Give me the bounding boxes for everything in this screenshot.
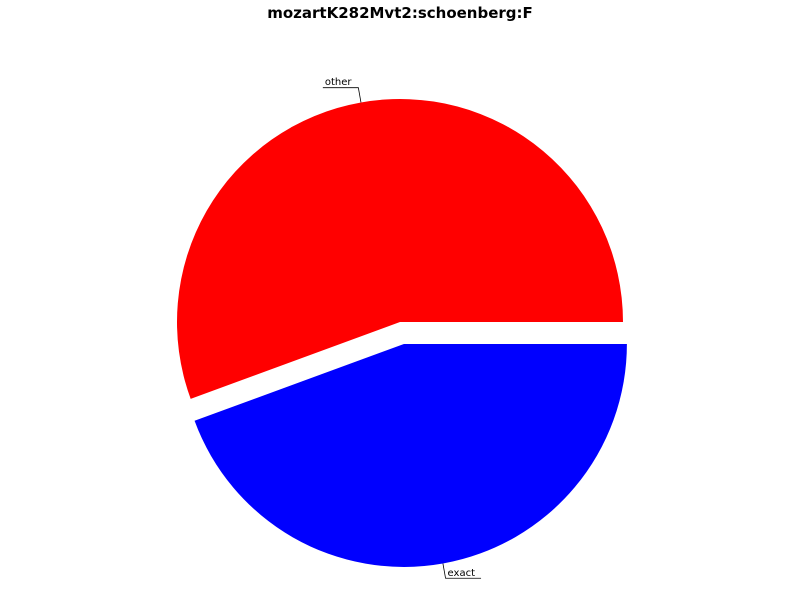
slice-label-exact: exact	[448, 568, 476, 579]
leader-line-other	[322, 87, 362, 103]
pie-slices	[177, 99, 627, 567]
leader-line-exact	[442, 563, 482, 579]
pie-slice-other	[177, 99, 623, 399]
chart-title: mozartK282Mvt2:schoenberg:F	[267, 4, 533, 22]
pie-slice-exact	[194, 343, 627, 567]
pie-labels: other exact	[322, 77, 482, 579]
slice-label-other: other	[325, 77, 353, 88]
